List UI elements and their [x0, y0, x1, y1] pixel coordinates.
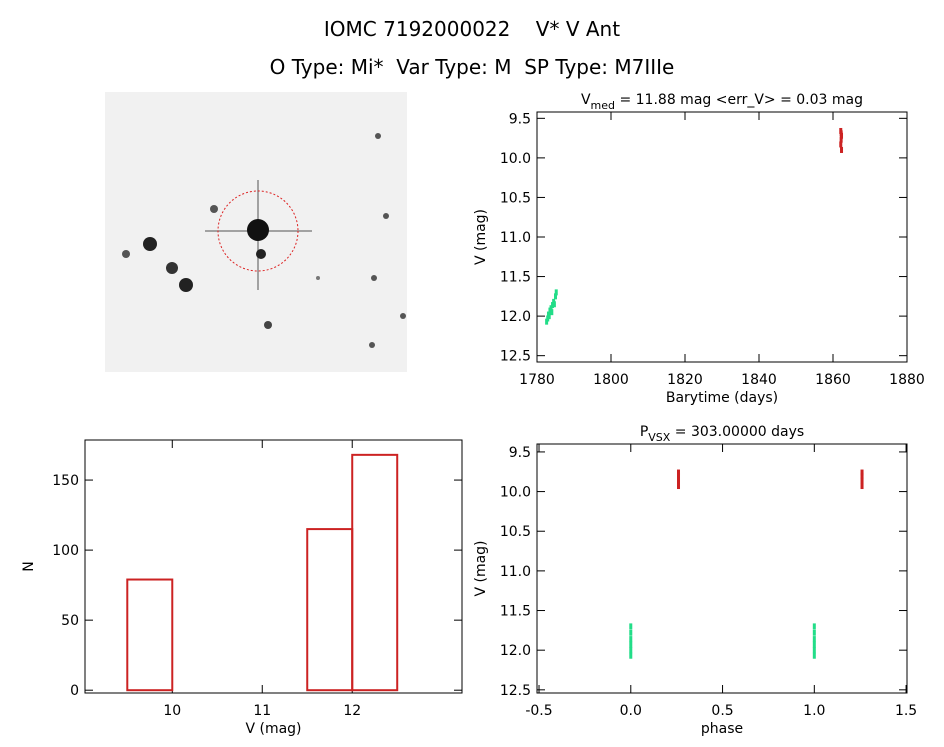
x-axis-label: phase	[701, 721, 743, 737]
point	[839, 141, 843, 148]
point	[629, 647, 633, 654]
title-main: V	[581, 92, 591, 108]
x-tick-label: 1800	[593, 372, 629, 388]
point	[677, 477, 681, 484]
point	[860, 483, 864, 490]
x-tick-label: 1860	[815, 372, 851, 388]
figure-title: IOMC 7192000022 V* V Ant	[324, 17, 620, 41]
point	[551, 302, 555, 309]
plot-frame	[84, 439, 463, 694]
point	[812, 647, 816, 654]
y-tick-label: 12.5	[500, 683, 531, 699]
y-tick-label: 10.5	[500, 524, 531, 540]
point	[677, 469, 681, 476]
y-tick-label: 10.0	[500, 485, 531, 501]
x-tick-label: 0.5	[711, 703, 733, 719]
point	[860, 469, 864, 476]
figure-subtitle: O Type: Mi* Var Type: M SP Type: M7IIIe	[270, 55, 675, 79]
point	[840, 146, 844, 153]
point	[550, 309, 554, 316]
y-axis-label: V (mag)	[473, 540, 489, 596]
panel-title: Vmed = 11.88 mag <err_V> = 0.03 mag	[581, 92, 863, 112]
point	[812, 629, 816, 636]
y-tick-label: 9.5	[509, 445, 531, 461]
y-tick-label: 12.0	[500, 309, 531, 325]
y-tick-label: 9.5	[509, 111, 531, 127]
point	[812, 652, 816, 659]
title-rest: = 303.00000 days	[670, 424, 804, 440]
star-image	[105, 92, 407, 372]
y-tick-label: 10.5	[500, 190, 531, 206]
bar	[306, 528, 354, 692]
x-tick-label: 1.0	[803, 703, 825, 719]
point	[552, 301, 556, 308]
bar	[351, 453, 399, 692]
point	[860, 477, 864, 484]
title-sub: VSX	[648, 431, 671, 444]
point	[812, 623, 816, 630]
point	[629, 636, 633, 643]
x-tick-label: 1.5	[895, 703, 917, 719]
x-tick-label: 12	[343, 703, 361, 719]
x-tick-label: 1840	[741, 372, 777, 388]
y-tick-label: 150	[52, 473, 79, 489]
y-tick-label: 0	[70, 683, 79, 699]
y-tick-label: 10.0	[500, 151, 531, 167]
x-tick-label: 1820	[667, 372, 703, 388]
y-tick-label: 50	[61, 613, 79, 629]
x-tick-label: 0.0	[620, 703, 642, 719]
title-rest: = 11.88 mag <err_V> = 0.03 mag	[615, 92, 863, 108]
title-sub: med	[591, 99, 615, 112]
point	[629, 652, 633, 659]
y-tick-label: 11.0	[500, 230, 531, 246]
point	[677, 472, 681, 479]
plot-frame	[536, 111, 908, 363]
y-tick-label: 12.0	[500, 643, 531, 659]
bar	[126, 578, 174, 692]
x-tick-label: 10	[163, 703, 181, 719]
point	[629, 641, 633, 648]
point	[554, 293, 557, 300]
point	[839, 136, 843, 143]
y-axis-label: N	[21, 561, 37, 571]
x-tick-label: 1880	[889, 372, 925, 388]
y-axis-label: V (mag)	[473, 209, 489, 265]
title-main: P	[640, 424, 648, 440]
point	[812, 636, 816, 643]
point	[860, 472, 864, 479]
x-tick-label: 11	[253, 703, 271, 719]
x-tick-label: -0.5	[525, 703, 552, 719]
x-axis-label: Barytime (days)	[666, 390, 778, 406]
point	[554, 289, 558, 296]
point	[547, 313, 551, 320]
y-tick-label: 11.5	[500, 604, 531, 620]
y-tick-label: 11.5	[500, 270, 531, 286]
x-axis-label: V (mag)	[245, 721, 301, 737]
point	[545, 318, 549, 325]
point	[840, 132, 844, 139]
y-tick-label: 12.5	[500, 349, 531, 365]
point	[549, 305, 553, 312]
panel-title: PVSX = 303.00000 days	[640, 424, 804, 444]
plot-frame	[536, 443, 908, 694]
point	[629, 623, 633, 630]
y-tick-label: 11.0	[500, 564, 531, 580]
point	[677, 483, 681, 490]
point	[812, 641, 816, 648]
y-tick-label: 100	[52, 543, 79, 559]
x-tick-label: 1780	[519, 372, 555, 388]
point	[629, 629, 633, 636]
